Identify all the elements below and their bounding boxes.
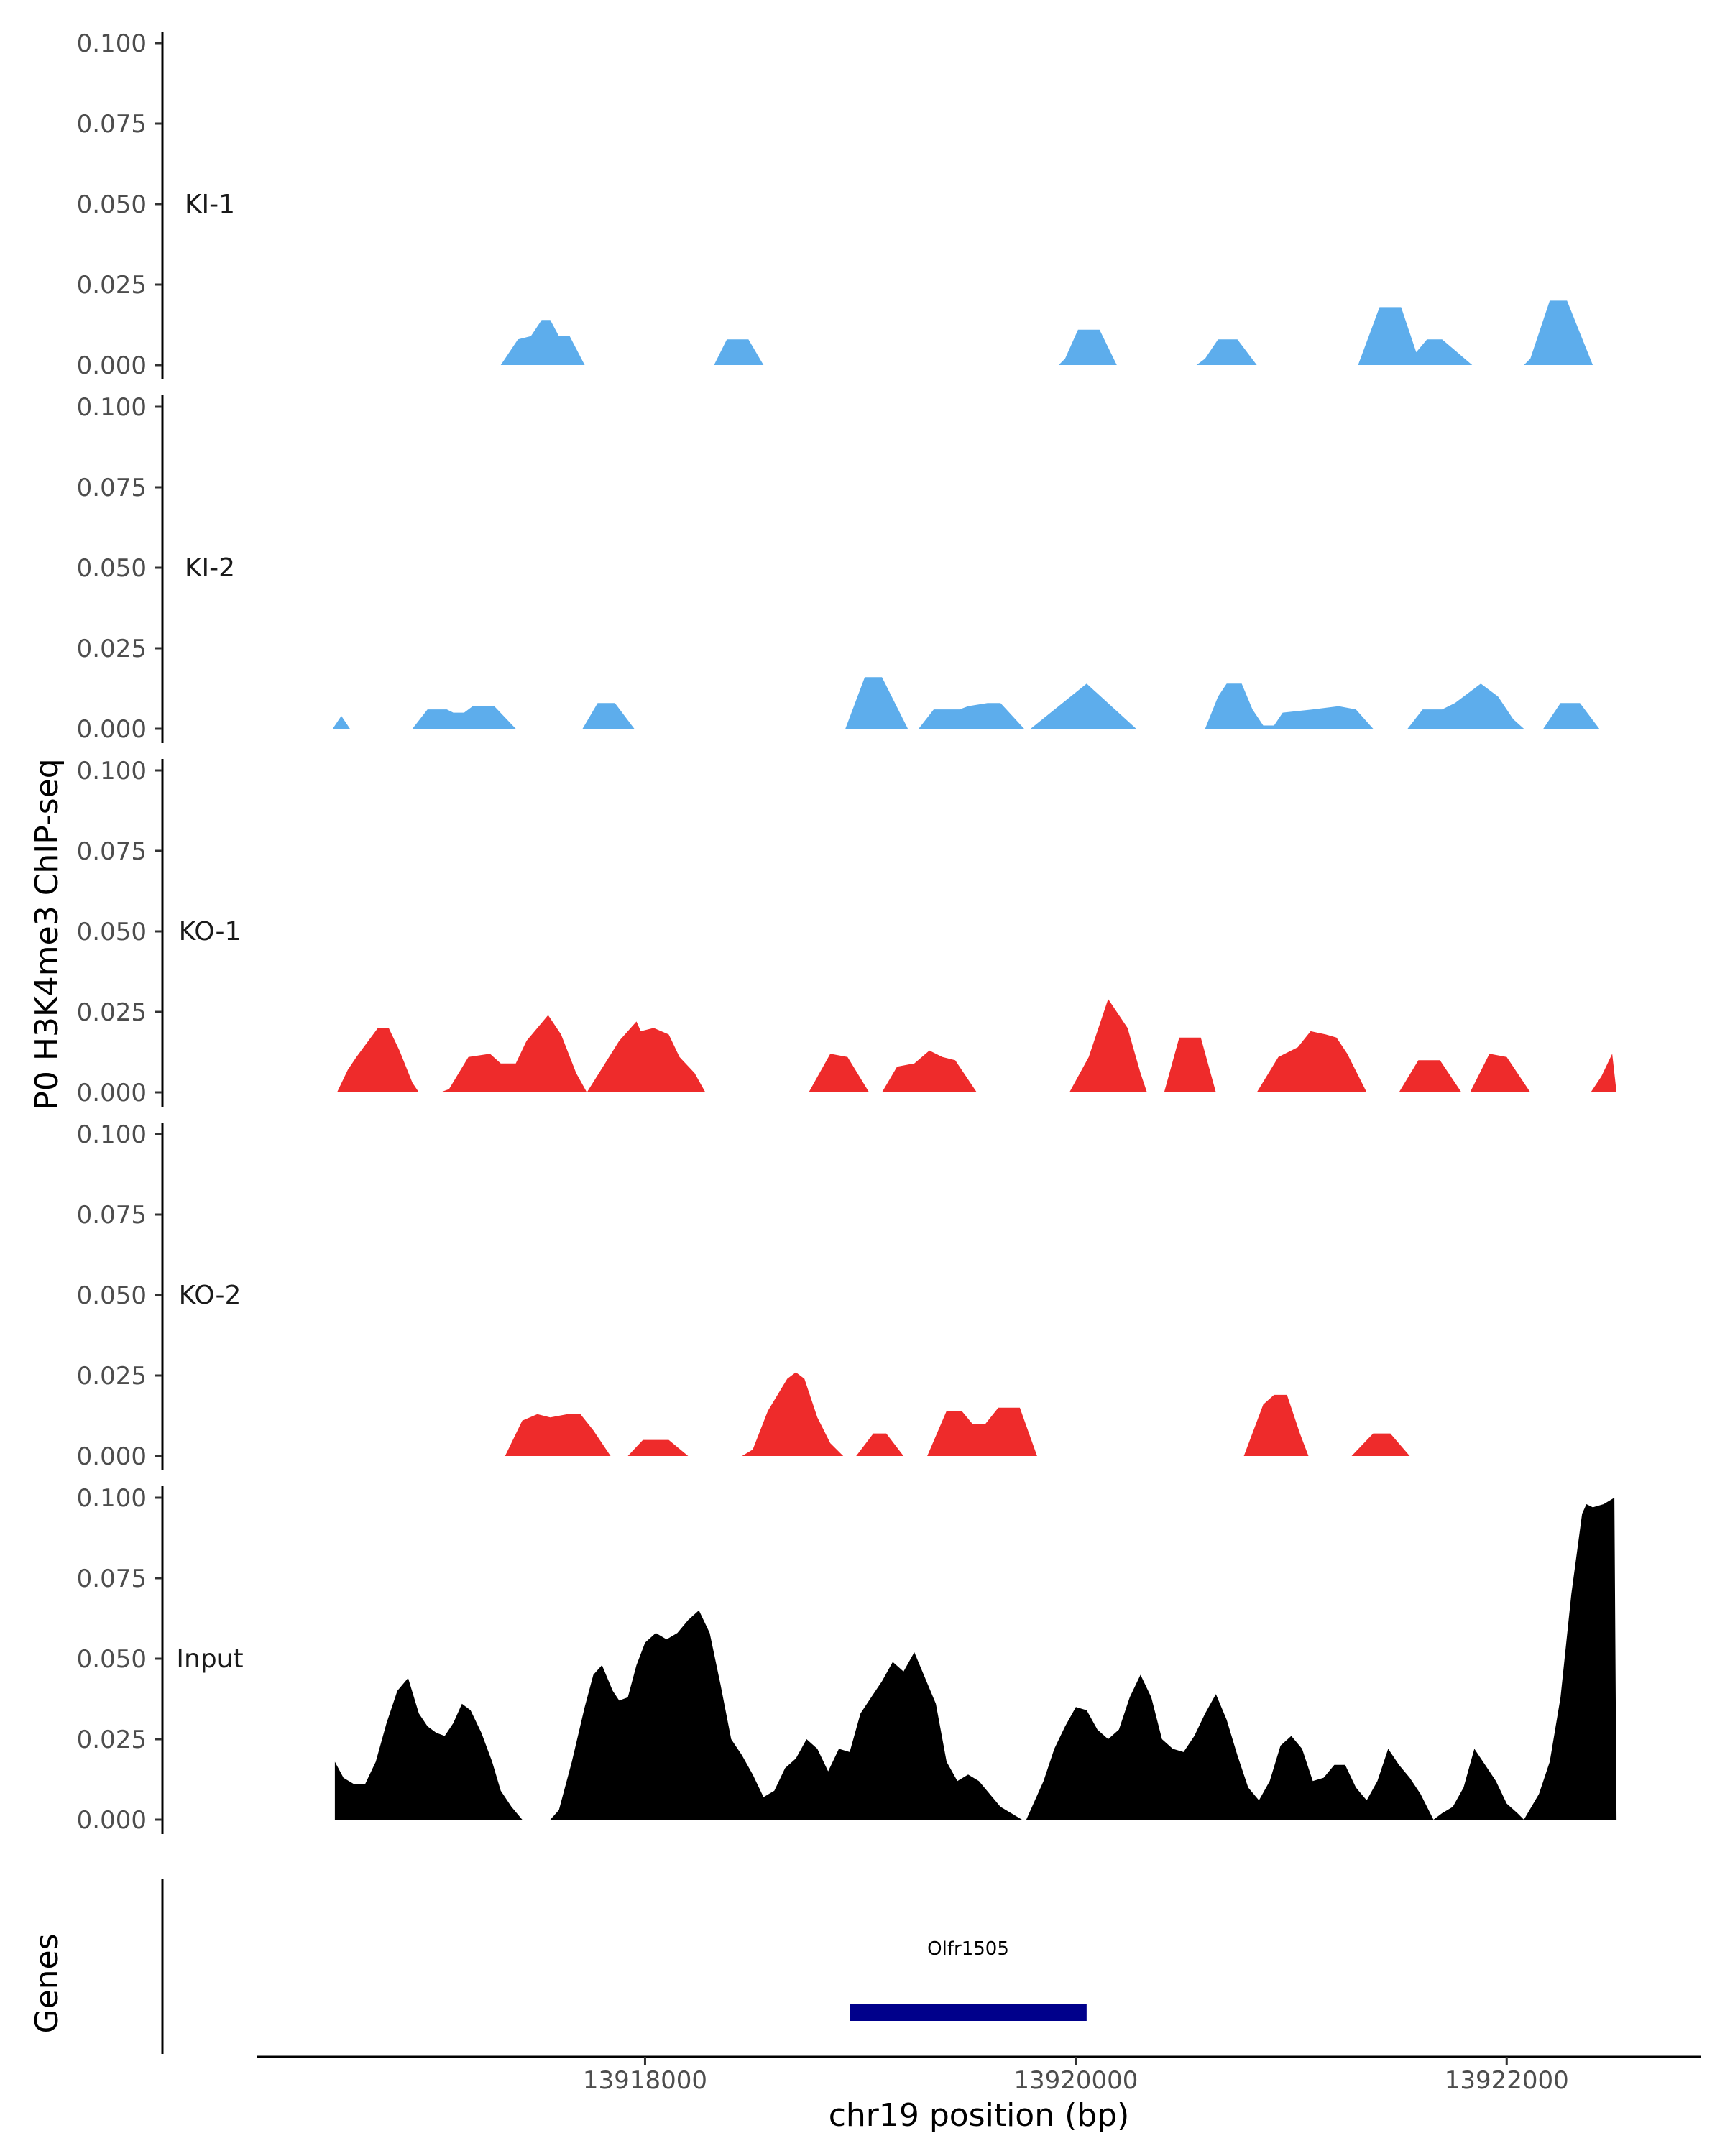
x-axis-title: chr19 position (bp)	[829, 2097, 1130, 2134]
coverage-peak	[440, 1015, 587, 1092]
x-axis: 13918000 13920000 13922000	[257, 2055, 1701, 2095]
coverage-peak	[1196, 339, 1257, 365]
y-tick-label: 0.050	[77, 918, 147, 946]
coverage-peak	[505, 1414, 611, 1456]
coverage-peak	[742, 1372, 844, 1456]
y-tick-label: 0.000	[77, 1079, 147, 1107]
x-tick-label: 13920000	[1013, 2066, 1138, 2095]
y-tick-label: 0.100	[77, 1120, 147, 1149]
y-tick-label: 0.000	[77, 351, 147, 380]
coverage-peak	[1433, 1749, 1524, 1820]
y-tick-label: 0.075	[77, 1201, 147, 1230]
coverage-peak	[1524, 300, 1593, 365]
y-tick-label: 0.000	[77, 715, 147, 744]
y-tick-label: 0.000	[77, 1442, 147, 1471]
coverage-peak	[1243, 1394, 1309, 1456]
track-ki-1: 0.000 0.025 0.050 0.075 0.100 KI-1	[77, 29, 1593, 380]
y-tick-label: 0.075	[77, 474, 147, 502]
x-tick-label: 13922000	[1445, 2066, 1569, 2095]
track-input: 0.000 0.025 0.050 0.075 0.100 Input	[77, 1484, 1617, 1835]
coverage-peak	[1407, 683, 1524, 729]
track-label: KI-2	[185, 553, 235, 583]
strand-arrow	[851, 2004, 861, 2021]
coverage-peak	[1164, 1037, 1216, 1092]
coverage-peak	[582, 703, 635, 729]
track-ki-2: 0.000 0.025 0.050 0.075 0.100 KI-2	[77, 393, 1600, 744]
y-tick-label: 0.100	[77, 393, 147, 422]
y-tick-label: 0.025	[77, 271, 147, 300]
track-label: KO-1	[179, 917, 242, 946]
gene-body	[850, 2004, 1087, 2021]
coverage-peak	[586, 1021, 706, 1092]
coverage-peak	[1205, 683, 1374, 729]
coverage-peak	[550, 1610, 1022, 1820]
y-tick-label: 0.050	[77, 1281, 147, 1310]
track-ko-1: 0.000 0.025 0.050 0.075 0.100 KO-1	[77, 757, 1617, 1107]
coverage-peak	[927, 1407, 1037, 1456]
track-ko-2: 0.000 0.025 0.050 0.075 0.100 KO-2	[77, 1120, 1410, 1471]
y-tick-label: 0.075	[77, 837, 147, 866]
coverage-peak	[919, 703, 1024, 729]
coverage-peak	[1030, 683, 1136, 729]
coverage-peak	[856, 1433, 904, 1456]
coverage-peak	[332, 716, 350, 729]
coverage-peak	[336, 1028, 419, 1092]
genes-track-title: Genes	[29, 1933, 65, 2033]
coverage-peak	[1351, 1433, 1410, 1456]
coverage-peak	[882, 1050, 977, 1092]
coverage-peak	[412, 706, 516, 729]
coverage-peak	[1591, 1054, 1617, 1092]
coverage-peak	[334, 1677, 523, 1820]
track-label: Input	[176, 1644, 243, 1674]
coverage-peak	[714, 339, 764, 365]
y-tick-label: 0.025	[77, 998, 147, 1027]
coverage-peak	[1524, 1498, 1617, 1820]
y-tick-label: 0.025	[77, 1726, 147, 1754]
coverage-peak	[627, 1439, 689, 1456]
coverage-peak	[500, 320, 585, 365]
y-tick-label: 0.075	[77, 1565, 147, 1593]
y-tick-label: 0.050	[77, 1645, 147, 1674]
y-axis-title: P0 H3K4me3 ChIP-seq	[29, 758, 65, 1110]
coverage-peak	[1543, 703, 1600, 729]
coverage-peak	[1026, 1674, 1434, 1820]
y-tick-label: 0.100	[77, 1484, 147, 1513]
genes-track: Genes Olfr1505	[29, 1879, 1087, 2054]
y-tick-label: 0.000	[77, 1806, 147, 1835]
x-tick-label: 13918000	[583, 2066, 707, 2095]
tracks-layer: 0.0000.0250.0500.0750.100KI-10.0000.0250…	[77, 29, 1617, 1835]
y-tick-label: 0.100	[77, 757, 147, 786]
gene-name-label: Olfr1505	[927, 1938, 1009, 1960]
y-tick-label: 0.100	[77, 29, 147, 58]
coverage-peak	[809, 1054, 870, 1092]
track-label: KI-1	[185, 190, 235, 219]
y-tick-label: 0.050	[77, 554, 147, 583]
coverage-peak	[1399, 1060, 1462, 1092]
y-tick-label: 0.075	[77, 110, 147, 139]
track-label: KO-2	[179, 1281, 242, 1310]
coverage-peak	[1058, 329, 1117, 365]
coverage-peak	[1256, 1031, 1367, 1092]
y-tick-label: 0.025	[77, 635, 147, 663]
coverage-peak	[1358, 307, 1473, 365]
y-tick-label: 0.025	[77, 1362, 147, 1391]
coverage-peak	[1470, 1054, 1531, 1092]
coverage-peak	[845, 677, 908, 729]
y-tick-label: 0.050	[77, 190, 147, 219]
coverage-peak	[1069, 999, 1147, 1092]
